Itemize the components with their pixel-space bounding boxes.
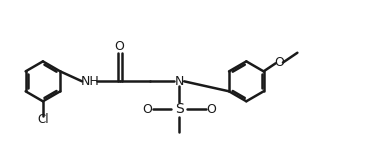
Text: NH: NH [81, 75, 99, 88]
Text: Cl: Cl [37, 113, 49, 126]
Text: S: S [175, 102, 183, 116]
Text: O: O [115, 40, 124, 53]
Text: O: O [206, 103, 216, 116]
Text: O: O [142, 103, 152, 116]
Text: N: N [175, 75, 184, 88]
Text: O: O [274, 56, 284, 69]
